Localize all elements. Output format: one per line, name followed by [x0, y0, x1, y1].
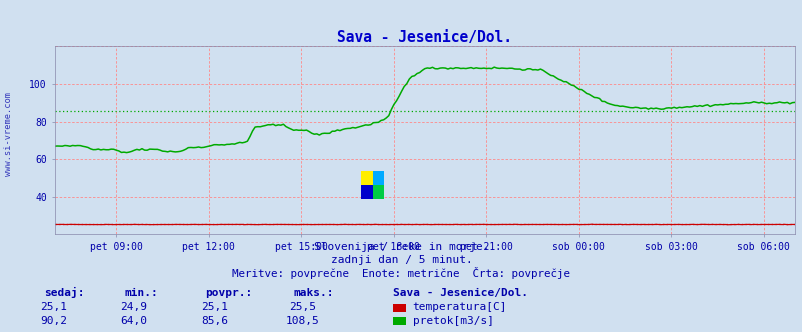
Text: min.:: min.:: [124, 288, 158, 298]
Text: 108,5: 108,5: [286, 316, 319, 326]
Text: povpr.:: povpr.:: [205, 288, 252, 298]
Text: 90,2: 90,2: [40, 316, 67, 326]
Text: sedaj:: sedaj:: [44, 287, 84, 298]
Text: Sava - Jesenice/Dol.: Sava - Jesenice/Dol.: [393, 288, 528, 298]
Text: www.si-vreme.com: www.si-vreme.com: [4, 92, 14, 177]
Title: Sava - Jesenice/Dol.: Sava - Jesenice/Dol.: [337, 30, 512, 45]
Bar: [361, 171, 372, 185]
Text: temperatura[C]: temperatura[C]: [412, 302, 507, 312]
Text: 24,9: 24,9: [120, 302, 148, 312]
Text: 64,0: 64,0: [120, 316, 148, 326]
Text: pretok[m3/s]: pretok[m3/s]: [412, 316, 493, 326]
Bar: [372, 171, 383, 185]
Text: maks.:: maks.:: [293, 288, 333, 298]
Text: 25,1: 25,1: [200, 302, 228, 312]
Text: 25,5: 25,5: [289, 302, 316, 312]
Bar: [361, 185, 372, 199]
Text: 25,1: 25,1: [40, 302, 67, 312]
Text: Slovenija / reke in morje.: Slovenija / reke in morje.: [314, 242, 488, 252]
Text: Meritve: povprečne  Enote: metrične  Črta: povprečje: Meritve: povprečne Enote: metrične Črta:…: [233, 267, 569, 279]
Bar: [372, 185, 383, 199]
Text: 85,6: 85,6: [200, 316, 228, 326]
Text: zadnji dan / 5 minut.: zadnji dan / 5 minut.: [330, 255, 472, 265]
